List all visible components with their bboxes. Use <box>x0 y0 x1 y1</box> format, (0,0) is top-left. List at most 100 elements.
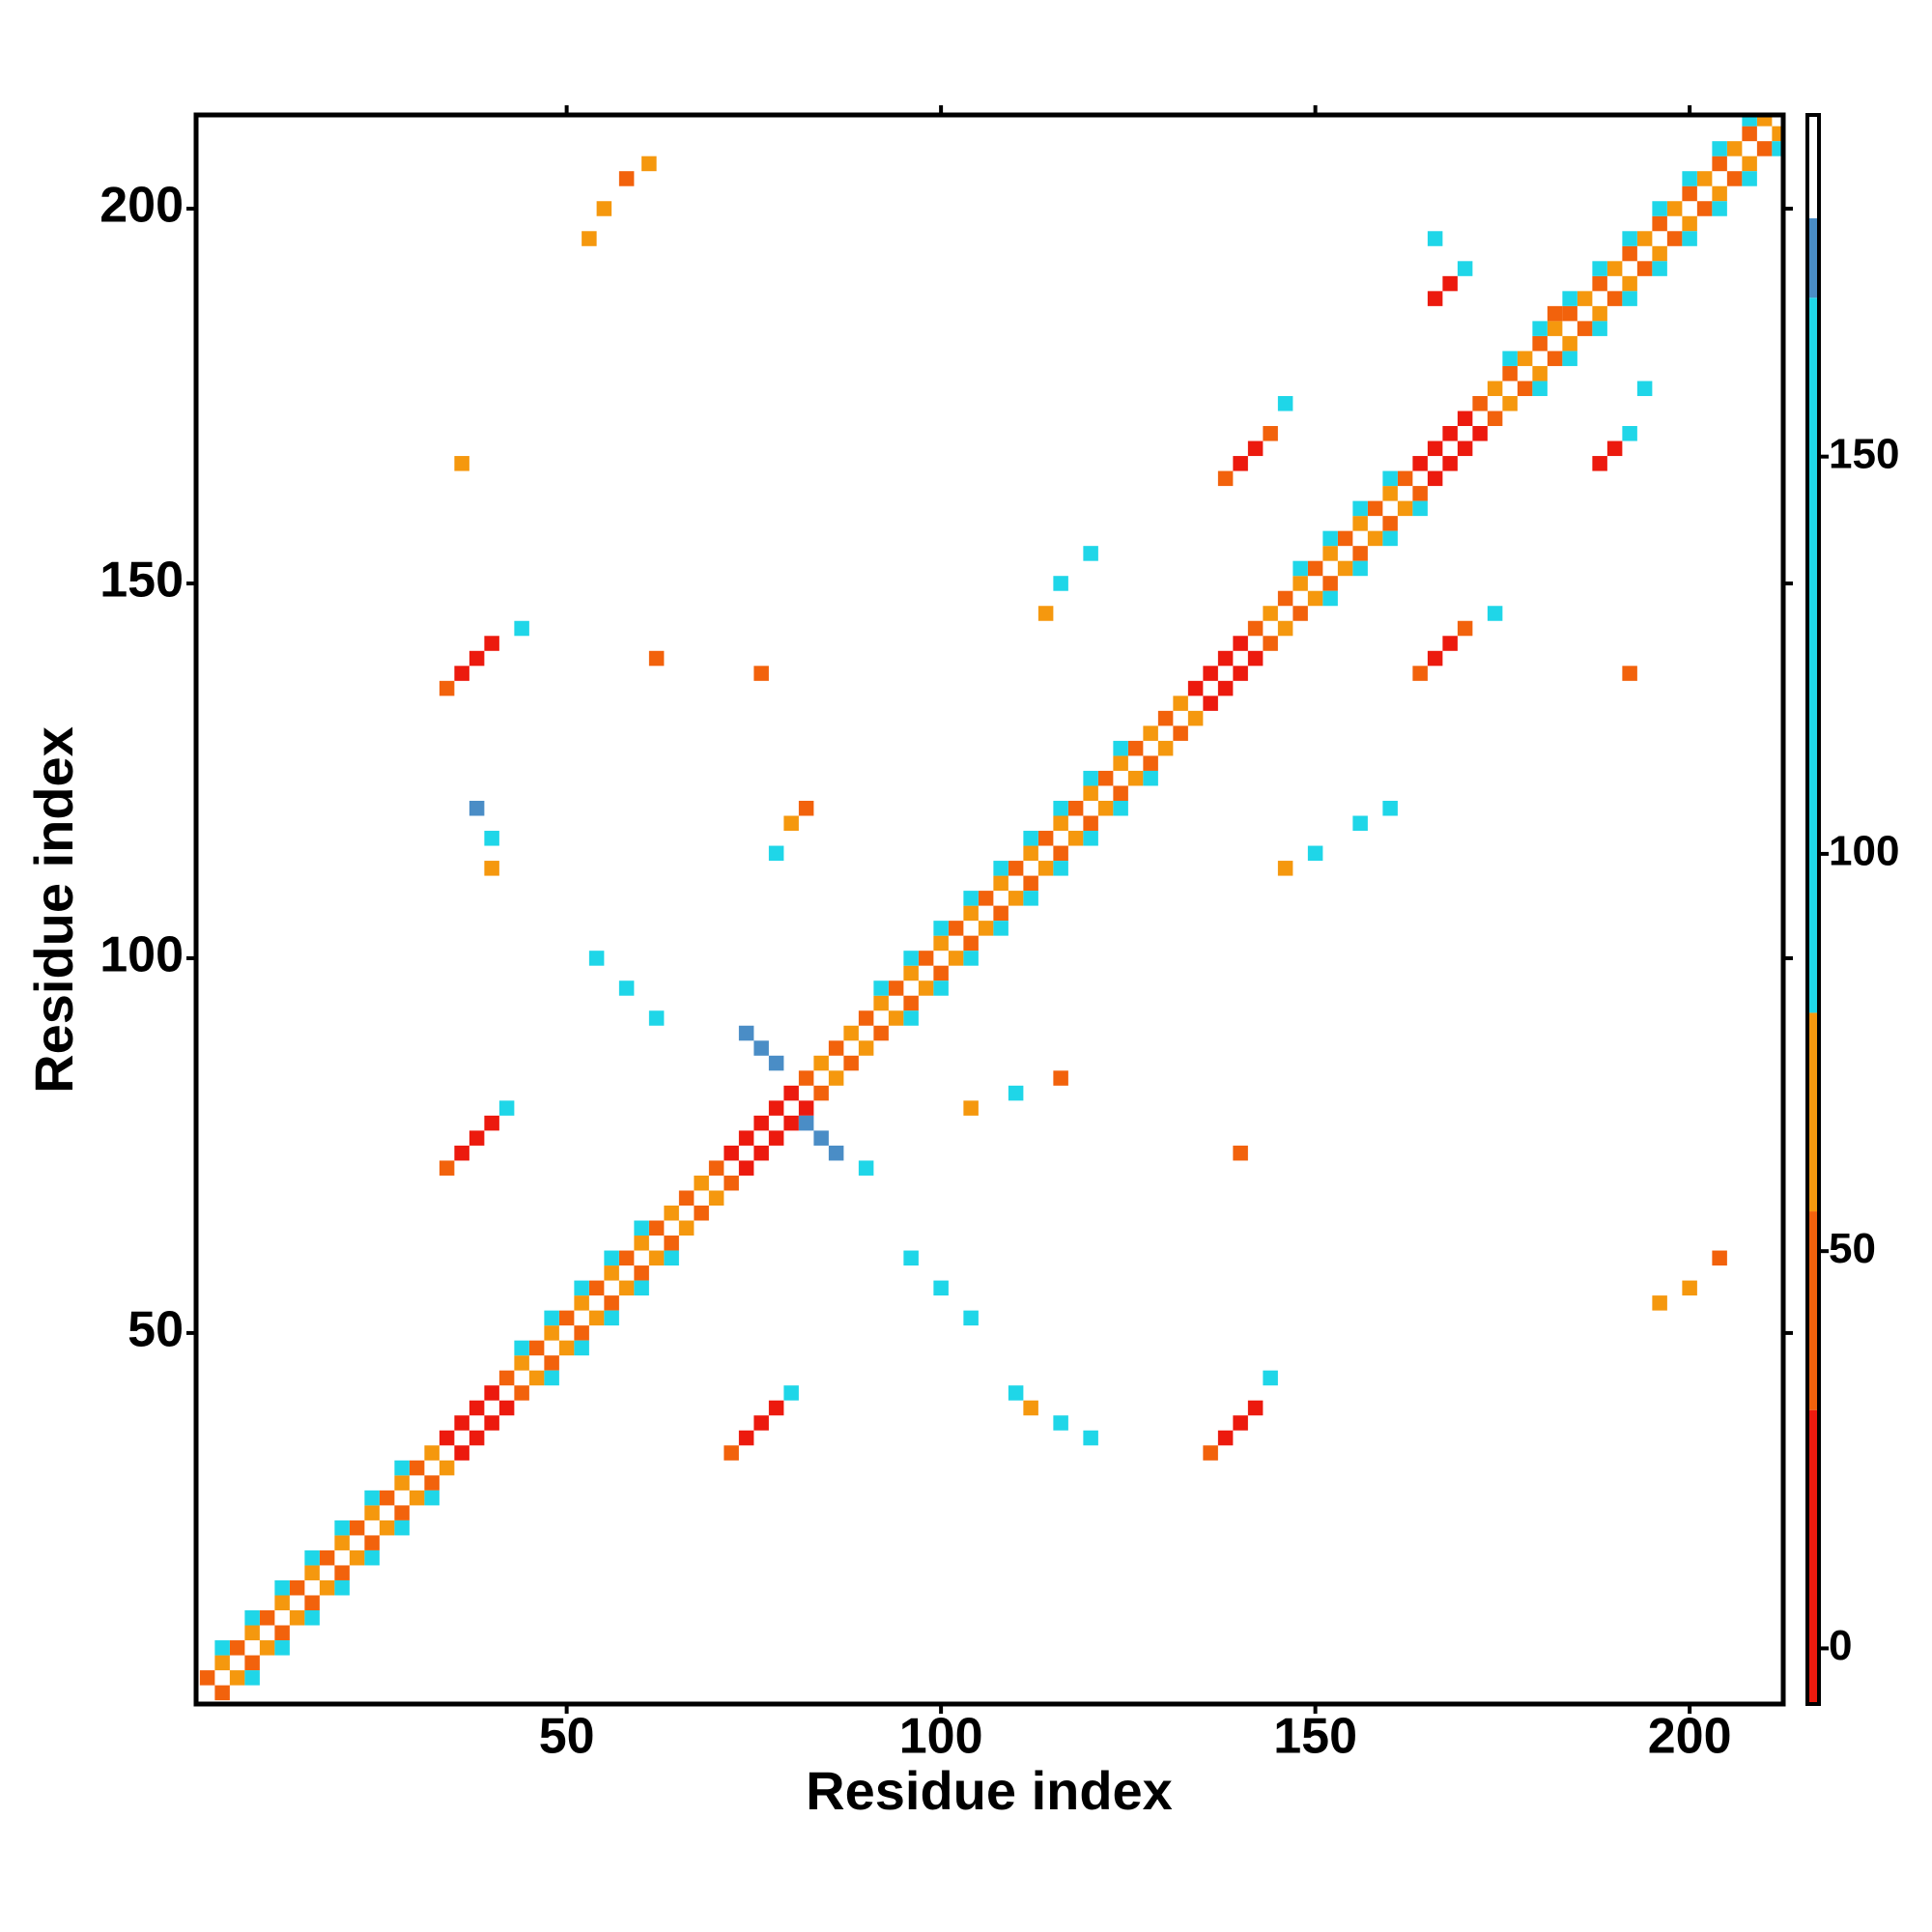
contact-cell <box>1067 800 1084 816</box>
contact-cell <box>1382 530 1398 547</box>
contact-cell <box>1083 831 1098 846</box>
contact-cell <box>1367 500 1383 517</box>
contact-cell <box>498 1100 515 1116</box>
contact-cell <box>469 1130 485 1146</box>
contact-cell <box>1756 141 1773 156</box>
contact-cell <box>514 1355 529 1371</box>
contact-cell <box>1217 470 1234 487</box>
contact-cell <box>618 171 635 186</box>
contact-cell <box>1606 440 1623 457</box>
contact-cell <box>1726 141 1743 156</box>
contact-cell <box>454 1145 469 1161</box>
contact-cell <box>1606 261 1623 276</box>
contact-cell <box>678 1190 695 1206</box>
contact-cell <box>1143 725 1158 741</box>
x-tick-label: 150 <box>1273 1709 1357 1765</box>
contact-cell <box>753 1115 769 1131</box>
contact-cell <box>1427 231 1443 246</box>
contact-cell <box>858 1160 874 1176</box>
contact-cell <box>768 1400 784 1416</box>
contact-cell <box>1263 636 1278 651</box>
contact-cell <box>1772 126 1783 142</box>
contact-cell <box>738 1160 754 1176</box>
contact-cell <box>1127 740 1144 756</box>
contact-cell <box>1113 800 1128 816</box>
contact-cell <box>753 1040 769 1056</box>
contact-cell <box>1562 291 1577 306</box>
contact-cell <box>1157 710 1174 726</box>
contact-cell <box>484 861 499 876</box>
contact-cell <box>1322 546 1338 561</box>
contact-cell <box>1472 395 1488 412</box>
contact-cell <box>1008 891 1024 906</box>
contact-cell <box>1382 800 1398 816</box>
contact-cell <box>604 1250 619 1266</box>
colorbar-tick-label: 150 <box>1829 430 1899 477</box>
contact-cell <box>768 1100 784 1116</box>
contact-cell <box>274 1595 290 1611</box>
contact-cell <box>1682 185 1697 202</box>
contact-cell <box>454 1445 469 1461</box>
contact-cell <box>469 800 485 816</box>
contact-cell <box>1217 1430 1234 1446</box>
contact-cell <box>588 1310 605 1326</box>
contact-cell <box>544 1355 559 1371</box>
contact-cell <box>828 1040 844 1056</box>
contact-cell <box>1143 770 1158 786</box>
y-tick-label: 50 <box>128 1302 184 1358</box>
contact-cell <box>1622 426 1637 441</box>
contact-cell <box>1636 261 1653 276</box>
contact-cell <box>484 636 499 651</box>
heatmap-cells <box>199 115 1783 1701</box>
contact-cell <box>259 1640 275 1656</box>
contact-cell <box>289 1579 305 1596</box>
contact-cell <box>1592 275 1607 292</box>
contact-cell <box>708 1160 724 1176</box>
contact-cell <box>1532 321 1548 336</box>
y-axis-title: Residue index <box>23 726 84 1094</box>
contact-cell <box>618 980 635 996</box>
contact-cell <box>963 891 979 906</box>
contact-cell <box>1712 1250 1727 1266</box>
contact-cell <box>993 905 1009 922</box>
contact-cell <box>199 1670 215 1686</box>
contact-cell <box>1547 351 1563 366</box>
contact-cell <box>1577 321 1593 336</box>
contact-cell <box>768 1055 784 1071</box>
contact-cell <box>1652 201 1667 216</box>
colorbar-tick-label: 100 <box>1829 828 1899 875</box>
contact-cell <box>1487 411 1503 427</box>
contact-cell <box>1622 666 1637 681</box>
contact-cell <box>1502 395 1518 412</box>
contact-cell <box>1083 770 1098 786</box>
contact-cell <box>1053 800 1068 816</box>
contact-cell <box>588 1280 605 1296</box>
contact-cell <box>528 1370 545 1386</box>
contact-cell <box>544 1370 559 1386</box>
contact-cell <box>1322 576 1338 591</box>
contact-cell <box>1023 845 1038 862</box>
contact-cell <box>409 1490 425 1506</box>
contact-cell <box>1307 560 1323 577</box>
contact-cell <box>1636 231 1653 246</box>
contact-cell <box>1173 696 1188 711</box>
contact-cell <box>514 1340 529 1356</box>
contact-cell <box>439 1160 455 1176</box>
contact-cell <box>1217 650 1234 667</box>
contact-cell <box>1008 1085 1024 1101</box>
contact-cell <box>304 1565 320 1580</box>
x-axis-title: Residue index <box>806 1760 1173 1821</box>
contact-cell <box>933 980 949 996</box>
contact-cell <box>903 995 919 1011</box>
contact-cell <box>558 1340 575 1356</box>
contact-cell <box>1352 516 1368 531</box>
contact-cell <box>1337 560 1353 577</box>
contact-cell <box>214 1685 230 1701</box>
contact-cell <box>424 1475 440 1491</box>
contact-cell <box>244 1670 260 1686</box>
contact-cell <box>963 1310 979 1326</box>
contact-cell <box>1053 576 1068 591</box>
contact-cell <box>1233 456 1248 471</box>
contact-cell <box>1233 1415 1248 1431</box>
contact-cell <box>596 201 612 216</box>
